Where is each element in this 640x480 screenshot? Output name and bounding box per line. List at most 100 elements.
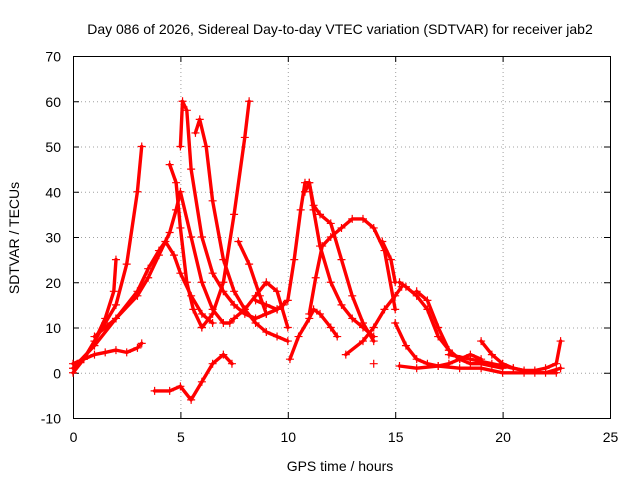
data-point xyxy=(202,142,211,151)
series-arc-15 xyxy=(305,214,400,318)
data-point xyxy=(487,350,496,359)
data-point xyxy=(122,260,131,269)
data-point xyxy=(316,210,325,219)
series-arc-14 xyxy=(300,178,378,346)
grid-layer xyxy=(73,56,610,418)
data-point xyxy=(230,210,239,219)
data-layer xyxy=(69,97,565,404)
data-point xyxy=(251,318,260,327)
data-point xyxy=(178,97,187,106)
y-tick-label: 70 xyxy=(45,49,61,65)
data-point xyxy=(466,355,475,364)
data-point xyxy=(225,318,234,327)
x-tick-label: 15 xyxy=(388,429,404,445)
data-point xyxy=(309,201,318,210)
data-point xyxy=(189,305,198,314)
x-tick-label: 5 xyxy=(177,429,185,445)
data-point xyxy=(165,228,174,237)
data-point xyxy=(378,237,387,246)
series-trace xyxy=(152,352,234,402)
data-point xyxy=(176,382,185,391)
data-point xyxy=(144,264,153,273)
data-point xyxy=(197,233,206,241)
data-point xyxy=(137,339,146,348)
data-point xyxy=(358,318,367,327)
data-point xyxy=(208,269,217,278)
data-point xyxy=(283,296,292,305)
data-point xyxy=(165,386,174,395)
series-trace xyxy=(71,341,144,366)
data-point xyxy=(296,205,305,214)
x-tick-label: 20 xyxy=(495,429,511,445)
data-point xyxy=(498,368,507,377)
data-point xyxy=(358,337,367,346)
data-point xyxy=(401,341,410,350)
data-point xyxy=(197,309,206,318)
data-point xyxy=(326,219,335,228)
data-point xyxy=(245,97,254,106)
data-point xyxy=(326,233,335,241)
data-point xyxy=(341,350,350,359)
data-point xyxy=(300,187,309,196)
data-point xyxy=(251,296,260,305)
data-point xyxy=(369,323,378,332)
series-arc-17 xyxy=(378,237,400,287)
data-point xyxy=(255,291,264,300)
data-point xyxy=(191,128,200,137)
data-point xyxy=(182,278,191,287)
data-point xyxy=(386,255,395,264)
data-point xyxy=(326,323,335,332)
data-point xyxy=(273,332,282,341)
data-point xyxy=(230,314,239,323)
data-point xyxy=(283,337,292,346)
data-point xyxy=(509,364,518,373)
data-point xyxy=(283,323,292,332)
y-tick-label: 50 xyxy=(45,139,61,155)
data-point xyxy=(90,341,99,350)
data-point xyxy=(311,273,320,282)
data-point xyxy=(219,350,228,359)
data-point xyxy=(556,337,565,346)
data-point xyxy=(434,323,443,332)
data-point xyxy=(169,251,178,260)
data-point xyxy=(187,165,196,174)
data-point xyxy=(133,287,142,296)
data-point xyxy=(245,260,254,269)
data-point xyxy=(172,178,181,187)
data-point xyxy=(412,364,421,373)
series-trace xyxy=(167,162,204,330)
x-axis-label: GPS time / hours xyxy=(287,458,394,474)
data-point xyxy=(369,359,378,368)
y-tick-label: 60 xyxy=(45,94,61,110)
series-trace xyxy=(200,99,251,330)
data-point xyxy=(227,359,236,368)
data-point xyxy=(187,233,196,241)
data-point xyxy=(333,332,342,341)
data-point xyxy=(337,300,346,309)
series-arc-5 xyxy=(90,237,217,341)
data-point xyxy=(187,395,196,404)
series-trace xyxy=(71,144,144,370)
data-point xyxy=(369,223,378,232)
data-point xyxy=(90,350,99,359)
data-point xyxy=(369,337,378,346)
series-arc-10 xyxy=(150,350,236,404)
data-point xyxy=(208,359,217,368)
data-point xyxy=(176,142,185,151)
data-point xyxy=(391,318,400,327)
data-point xyxy=(477,364,486,373)
y-tick-label: 20 xyxy=(45,275,61,291)
data-point xyxy=(133,343,142,352)
series-arc-23 xyxy=(444,350,561,377)
data-point xyxy=(337,223,346,232)
data-point xyxy=(552,368,561,377)
data-point xyxy=(208,196,217,205)
data-point xyxy=(477,337,486,346)
data-point xyxy=(161,237,170,246)
data-point xyxy=(337,255,346,264)
data-point xyxy=(262,278,271,287)
data-point xyxy=(434,361,443,370)
x-tick-label: 10 xyxy=(281,429,297,445)
data-point xyxy=(234,237,243,246)
